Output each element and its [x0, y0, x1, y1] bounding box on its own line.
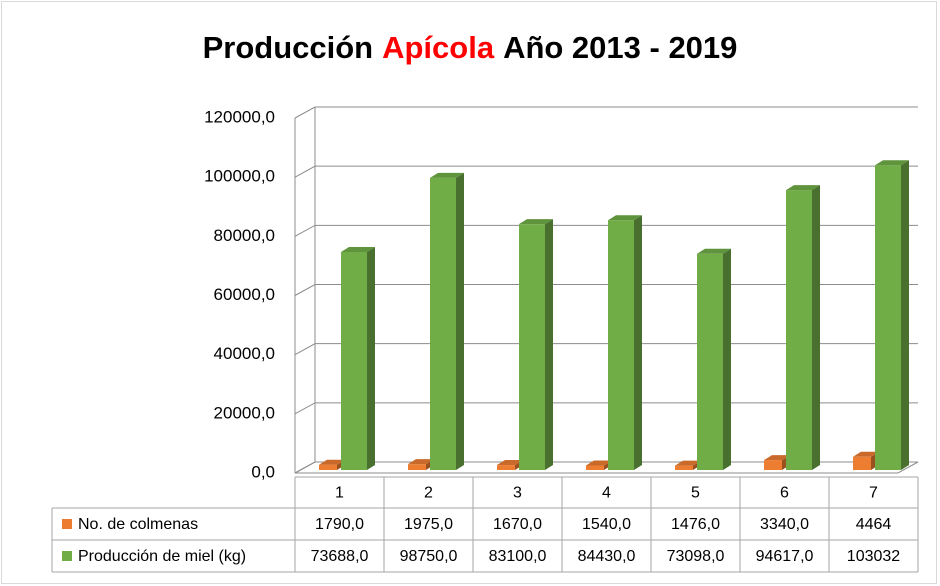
grid-line [294, 224, 918, 237]
bar [786, 185, 820, 470]
grid-line [294, 106, 918, 119]
bar-front [586, 465, 604, 470]
title-part: Producción [203, 30, 374, 65]
y-tick-label: 20000,0 [214, 403, 275, 422]
x-tick-label: 1 [335, 485, 344, 502]
bar-front [786, 190, 812, 470]
title-part: Año 2013 - 2019 [503, 30, 737, 65]
bar-top [319, 459, 345, 465]
value-label: 94617,0 [756, 548, 814, 565]
value-label: 4464 [856, 516, 892, 533]
bar-top [497, 460, 523, 466]
y-tick-label: 40000,0 [214, 344, 275, 363]
bar-top [519, 219, 553, 225]
value-label: 1975,0 [404, 516, 453, 533]
value-label: 83100,0 [489, 548, 547, 565]
bar-front [519, 224, 545, 470]
bar-top [853, 451, 879, 457]
value-label: 1540,0 [582, 516, 631, 533]
bar-front [608, 220, 634, 470]
x-tick-label: 6 [780, 485, 789, 502]
bar-top [586, 460, 612, 466]
x-tick-label: 3 [513, 485, 522, 502]
bar-top [764, 455, 790, 461]
bar-top [341, 247, 375, 253]
bar-side [723, 248, 731, 470]
bar-side [545, 219, 553, 470]
bar-top [608, 215, 642, 221]
x-tick-label: 7 [869, 485, 878, 502]
chart-title: Producción Apícola Año 2013 - 2019 [203, 30, 738, 65]
bar-front [675, 465, 693, 470]
x-tick-label: 5 [691, 485, 700, 502]
bar-front [497, 465, 515, 470]
bar-front [853, 456, 871, 470]
legend-label: Producción de miel (kg) [78, 548, 246, 565]
bar-front [875, 165, 901, 470]
bar [430, 172, 464, 471]
bar [519, 219, 553, 470]
legend-swatch [62, 551, 72, 561]
bar-front [408, 464, 426, 470]
value-label: 73098,0 [667, 548, 725, 565]
value-label: 73688,0 [311, 548, 369, 565]
value-label: 84430,0 [578, 548, 636, 565]
bar [341, 247, 375, 470]
bar-side [901, 160, 909, 470]
bar-side [812, 185, 820, 470]
bar [608, 215, 642, 470]
bar-front [430, 177, 456, 471]
value-label: 98750,0 [400, 548, 458, 565]
y-tick-label: 60000,0 [214, 285, 275, 304]
value-label: 103032 [847, 548, 900, 565]
bar-top [875, 160, 909, 166]
value-label: 3340,0 [760, 516, 809, 533]
bar-top [675, 460, 701, 466]
legend-label: No. de colmenas [78, 516, 198, 533]
y-tick-label: 80000,0 [214, 226, 275, 245]
bar [875, 160, 909, 470]
value-label: 1790,0 [315, 516, 364, 533]
y-tick-label: 120000,0 [204, 107, 275, 126]
bar-side [367, 247, 375, 470]
bar-top [430, 172, 464, 178]
bar-side [456, 172, 464, 471]
value-label: 1476,0 [671, 516, 720, 533]
value-label: 1670,0 [493, 516, 542, 533]
bar-front [697, 253, 723, 470]
bar [697, 248, 731, 470]
bar-top [408, 459, 434, 465]
y-tick-label: 0,0 [251, 462, 275, 481]
legend-swatch [62, 519, 72, 529]
x-tick-label: 4 [602, 485, 611, 502]
grid-line [294, 165, 918, 178]
x-tick-label: 2 [424, 485, 433, 502]
title-part: Apícola [382, 30, 495, 65]
bar-top [697, 248, 731, 254]
bar-side [634, 215, 642, 470]
y-tick-label: 100000,0 [204, 167, 275, 186]
bar-front [764, 460, 782, 470]
bar-front [319, 464, 337, 470]
bar-front [341, 252, 367, 470]
bar-top [786, 185, 820, 191]
